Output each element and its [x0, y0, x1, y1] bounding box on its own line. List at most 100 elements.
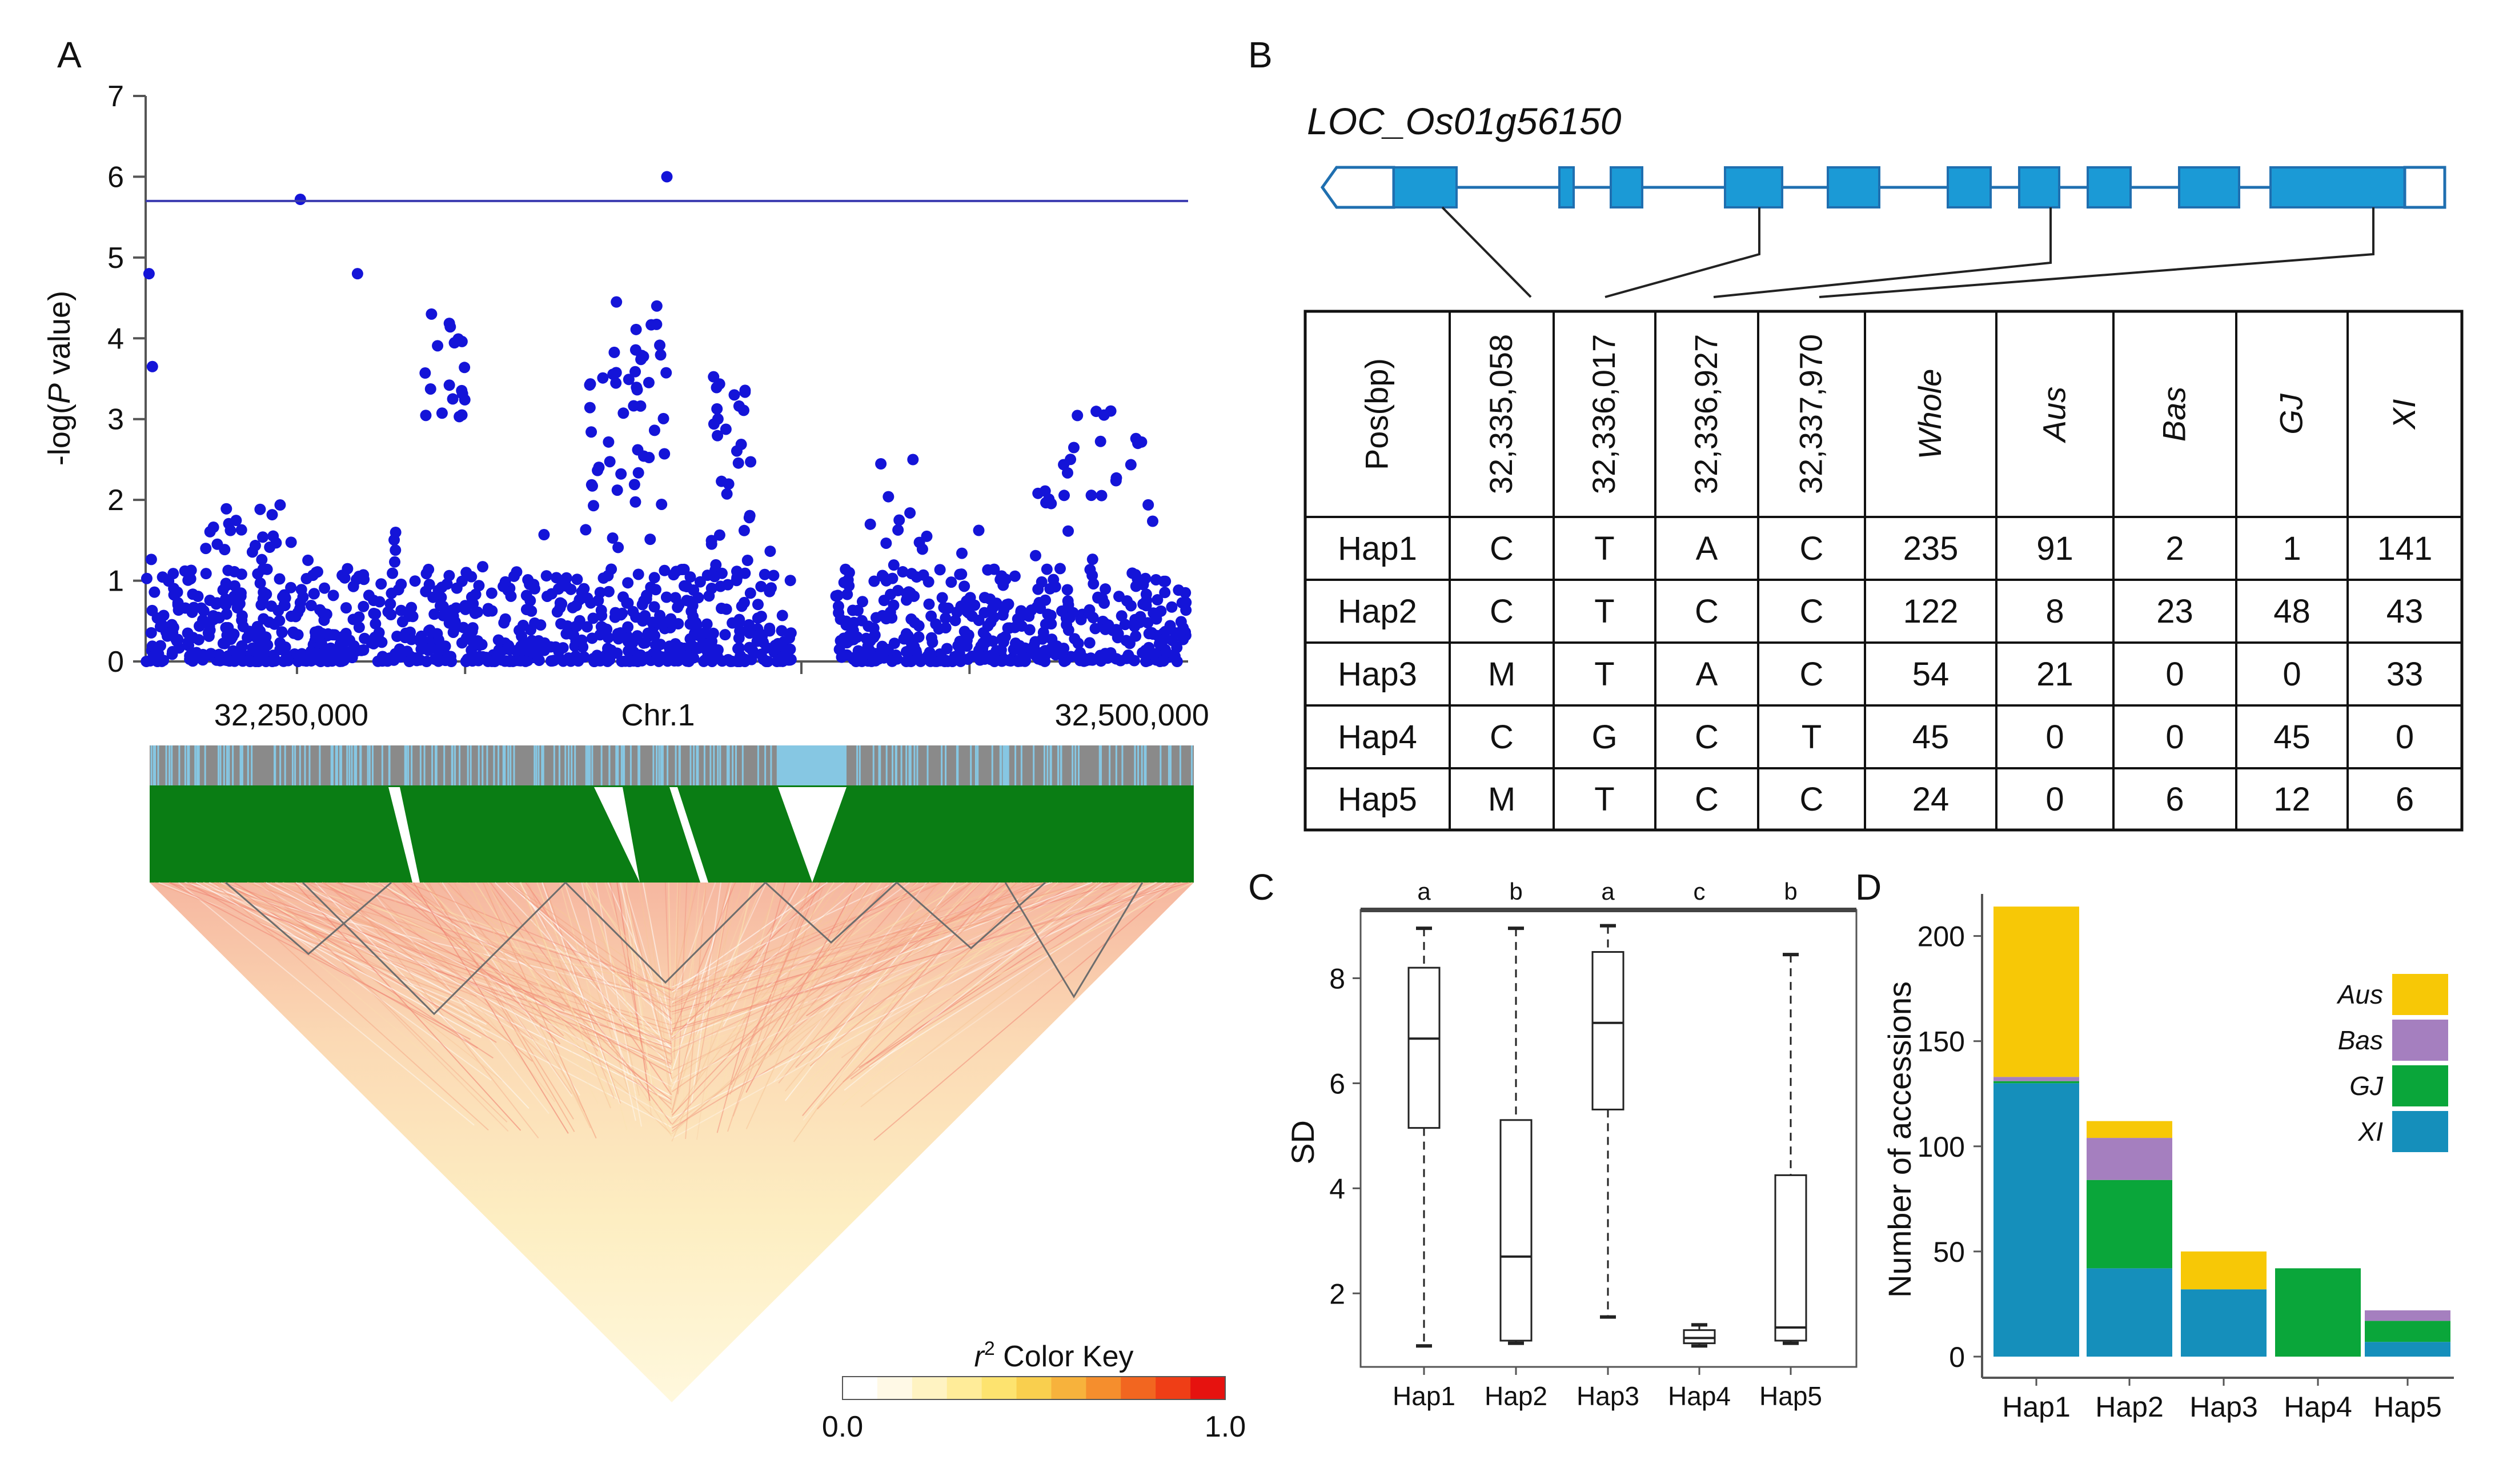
ld-bar-stripe: [620, 745, 623, 785]
ld-texture-line: [873, 882, 1177, 1141]
table-cell: 0: [2165, 656, 2184, 693]
snp-point: [187, 655, 199, 667]
ld-bar-stripe: [304, 745, 306, 785]
ld-texture-line: [708, 882, 764, 1018]
snp-point: [1085, 490, 1097, 502]
ld-bar-stripe: [1137, 745, 1140, 785]
snp-point: [956, 568, 968, 580]
snp-point: [768, 569, 780, 581]
snp-point: [407, 611, 419, 623]
snp-point: [962, 653, 974, 665]
table-header: 32,336,017: [1586, 334, 1622, 494]
snp-point: [1096, 490, 1108, 502]
ld-texture-line: [564, 882, 629, 1076]
snp-point: [261, 563, 273, 575]
ld-texture-line: [672, 882, 1044, 1041]
ld-bar-stripe: [1144, 745, 1146, 785]
snp-point: [470, 588, 482, 600]
y-tick-label: 0: [107, 645, 124, 679]
ld-bar-stripe: [405, 745, 407, 785]
ld-bar-stripe: [535, 745, 537, 785]
snp-point: [234, 650, 246, 662]
snp-point: [964, 592, 976, 604]
ld-texture-line: [723, 882, 801, 1027]
snp-point: [699, 655, 711, 667]
ld-texture-line: [392, 882, 561, 1045]
ld-bar-stripe: [482, 745, 484, 785]
snp-point: [916, 543, 928, 555]
snp-point: [643, 452, 655, 464]
ld-bar-stripe: [198, 745, 200, 785]
x-tick-label: Hap1: [1393, 1381, 1455, 1411]
ld-texture-line: [863, 882, 1150, 995]
snp-point: [295, 584, 307, 596]
ld-bar-stripe: [764, 745, 767, 785]
ld-bar-stripe: [1169, 745, 1172, 785]
snp-point: [679, 580, 691, 592]
ld-texture-line: [866, 882, 1159, 1064]
bar-segment-xi: [2181, 1289, 2267, 1357]
table-cell: A: [1696, 530, 1718, 567]
ld-texture-line: [559, 882, 628, 1131]
snp-point: [877, 571, 889, 583]
ld-texture-line: [609, 882, 648, 1070]
snp-point: [419, 367, 431, 379]
snp-point: [1089, 623, 1101, 635]
bar-segment-bas: [1993, 1077, 2079, 1081]
snp-point: [597, 372, 609, 384]
snp-point: [897, 566, 909, 578]
snp-point: [520, 655, 532, 667]
ld-texture-line: [850, 882, 1119, 1080]
ld-texture-line: [671, 882, 699, 992]
x-tick-label: Hap2: [1485, 1381, 1547, 1411]
snp-point: [914, 655, 926, 667]
snp-point: [300, 573, 312, 585]
snp-point: [643, 376, 655, 388]
ld-texture-line: [234, 882, 497, 1043]
snp-point: [1096, 592, 1108, 604]
bar-y-ticks: 0 50 100 150 200: [1918, 921, 1982, 1373]
bar-legend: Aus Bas GJ XI: [2336, 974, 2448, 1152]
table-cell: 0: [2045, 719, 2064, 756]
ld-bar-stripe: [892, 745, 894, 785]
y-tick-label: 6: [1329, 1068, 1345, 1100]
snp-point: [149, 586, 161, 598]
ld-bar-stripe: [218, 745, 220, 785]
snp-point: [565, 583, 577, 595]
ld-texture-line: [803, 882, 1001, 1121]
ld-texture-line: [407, 882, 672, 991]
snp-point: [701, 618, 713, 630]
snp-point: [644, 534, 656, 546]
ld-texture-line: [282, 882, 672, 992]
ld-texture-line: [773, 882, 927, 1082]
ld-texture-line: [668, 882, 671, 989]
snp-point: [353, 611, 365, 623]
ld-texture-line: [315, 882, 530, 1109]
snp-point: [363, 589, 375, 601]
ld-texture-line: [671, 882, 865, 1038]
ld-texture-line: [263, 882, 672, 1001]
snp-point: [764, 546, 776, 557]
bar-segment-aus: [1993, 907, 2079, 1077]
y-tick-label: 200: [1918, 921, 1965, 953]
snp-point: [274, 499, 286, 511]
snp-point: [258, 613, 270, 625]
ld-bar-stripe: [564, 745, 567, 785]
ld-texture-line: [800, 882, 994, 1100]
snp-point: [1098, 409, 1110, 421]
ld-bar-stripe: [388, 745, 391, 785]
ld-texture-line: [843, 882, 1100, 1032]
table-cell: 54: [1912, 656, 1950, 693]
ld-bar-stripe: [470, 745, 472, 785]
ld-bar-stripe: [667, 745, 669, 785]
ld-bar-stripe: [1121, 745, 1124, 785]
ld-bar-stripe: [371, 745, 374, 785]
y-tick-label: 4: [1329, 1173, 1345, 1205]
snp-point: [617, 407, 629, 419]
ld-texture-line: [180, 882, 672, 1066]
ld-bar-stripe: [728, 745, 730, 785]
snp-point: [784, 575, 796, 587]
ld-bar-stripe: [368, 745, 371, 785]
snp-point: [942, 602, 954, 614]
snp-point: [856, 596, 868, 608]
